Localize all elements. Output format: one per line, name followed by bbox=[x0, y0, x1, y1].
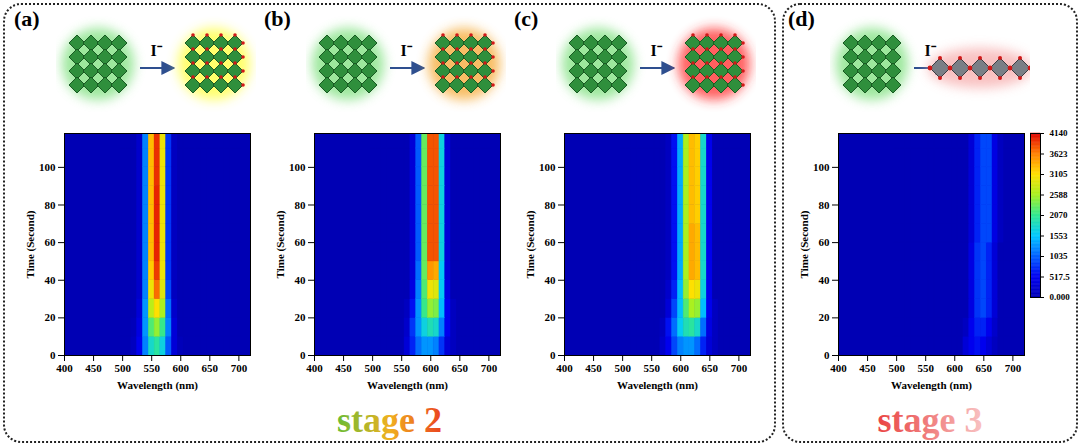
svg-text:100: 100 bbox=[289, 161, 306, 173]
svg-text:650: 650 bbox=[452, 362, 469, 374]
svg-text:550: 550 bbox=[143, 362, 160, 374]
svg-text:400: 400 bbox=[830, 362, 847, 374]
svg-text:400: 400 bbox=[556, 362, 573, 374]
svg-text:3105: 3105 bbox=[1050, 169, 1069, 179]
svg-text:40: 40 bbox=[295, 274, 307, 286]
svg-text:80: 80 bbox=[545, 199, 557, 211]
svg-text:I⁻: I⁻ bbox=[150, 42, 162, 59]
svg-text:550: 550 bbox=[917, 362, 934, 374]
svg-text:1553: 1553 bbox=[1050, 231, 1069, 241]
svg-text:20: 20 bbox=[45, 311, 57, 323]
svg-text:2070: 2070 bbox=[1050, 210, 1069, 220]
svg-text:450: 450 bbox=[335, 362, 352, 374]
html-text:(b): (b) bbox=[264, 6, 291, 31]
svg-text:0: 0 bbox=[50, 349, 56, 361]
svg-text:650: 650 bbox=[202, 362, 219, 374]
svg-text:100: 100 bbox=[813, 161, 830, 173]
svg-text:2588: 2588 bbox=[1050, 190, 1069, 200]
svg-text:40: 40 bbox=[545, 274, 557, 286]
svg-text:Wavelength (nm): Wavelength (nm) bbox=[117, 379, 198, 392]
svg-text:Wavelength (nm): Wavelength (nm) bbox=[891, 379, 972, 392]
svg-text:0: 0 bbox=[550, 349, 556, 361]
svg-text:Time (Second): Time (Second) bbox=[798, 210, 811, 278]
svg-text:517.5: 517.5 bbox=[1050, 272, 1071, 282]
svg-text:100: 100 bbox=[539, 161, 556, 173]
svg-text:650: 650 bbox=[702, 362, 719, 374]
svg-text:450: 450 bbox=[859, 362, 876, 374]
svg-text:500: 500 bbox=[114, 362, 131, 374]
svg-text:Time (Second): Time (Second) bbox=[24, 210, 37, 278]
svg-text:60: 60 bbox=[295, 236, 307, 248]
svg-text:3623: 3623 bbox=[1050, 149, 1069, 159]
svg-text:600: 600 bbox=[423, 362, 440, 374]
svg-text:0.000: 0.000 bbox=[1050, 292, 1071, 302]
svg-text:450: 450 bbox=[85, 362, 102, 374]
svg-text:60: 60 bbox=[545, 236, 557, 248]
svg-text:I⁻: I⁻ bbox=[400, 42, 412, 59]
svg-text:40: 40 bbox=[819, 274, 831, 286]
svg-text:400: 400 bbox=[56, 362, 73, 374]
svg-text:80: 80 bbox=[45, 199, 57, 211]
svg-text:550: 550 bbox=[643, 362, 660, 374]
svg-text:60: 60 bbox=[819, 236, 831, 248]
svg-text:80: 80 bbox=[295, 199, 307, 211]
svg-text:500: 500 bbox=[888, 362, 905, 374]
svg-text:Wavelength (nm): Wavelength (nm) bbox=[367, 379, 448, 392]
svg-text:550: 550 bbox=[393, 362, 410, 374]
svg-text:stage 3: stage 3 bbox=[878, 400, 983, 440]
html-text:(a): (a) bbox=[14, 6, 40, 31]
svg-text:700: 700 bbox=[231, 362, 248, 374]
svg-text:700: 700 bbox=[1005, 362, 1022, 374]
svg-text:20: 20 bbox=[545, 311, 557, 323]
svg-text:I⁻: I⁻ bbox=[924, 42, 936, 59]
svg-text:700: 700 bbox=[731, 362, 748, 374]
svg-text:500: 500 bbox=[364, 362, 381, 374]
svg-text:450: 450 bbox=[585, 362, 602, 374]
svg-text:20: 20 bbox=[819, 311, 831, 323]
svg-text:600: 600 bbox=[673, 362, 690, 374]
svg-text:100: 100 bbox=[39, 161, 56, 173]
svg-text:650: 650 bbox=[976, 362, 993, 374]
svg-text:1035: 1035 bbox=[1050, 251, 1069, 261]
svg-text:0: 0 bbox=[300, 349, 306, 361]
svg-text:400: 400 bbox=[306, 362, 323, 374]
svg-text:4140: 4140 bbox=[1050, 128, 1069, 138]
svg-text:60: 60 bbox=[45, 236, 57, 248]
svg-text:Wavelength (nm): Wavelength (nm) bbox=[617, 379, 698, 392]
svg-text:40: 40 bbox=[45, 274, 57, 286]
svg-text:I⁻: I⁻ bbox=[650, 42, 662, 59]
svg-text:80: 80 bbox=[819, 199, 831, 211]
svg-text:700: 700 bbox=[481, 362, 498, 374]
html-text:(d): (d) bbox=[788, 6, 815, 31]
svg-text:stage 2: stage 2 bbox=[337, 400, 442, 440]
svg-text:Time (Second): Time (Second) bbox=[274, 210, 287, 278]
svg-text:600: 600 bbox=[947, 362, 964, 374]
svg-text:Time (Second): Time (Second) bbox=[524, 210, 537, 278]
svg-text:500: 500 bbox=[614, 362, 631, 374]
svg-text:0: 0 bbox=[824, 349, 830, 361]
svg-text:600: 600 bbox=[173, 362, 190, 374]
html-text:(c): (c) bbox=[514, 6, 539, 31]
svg-text:20: 20 bbox=[295, 311, 307, 323]
